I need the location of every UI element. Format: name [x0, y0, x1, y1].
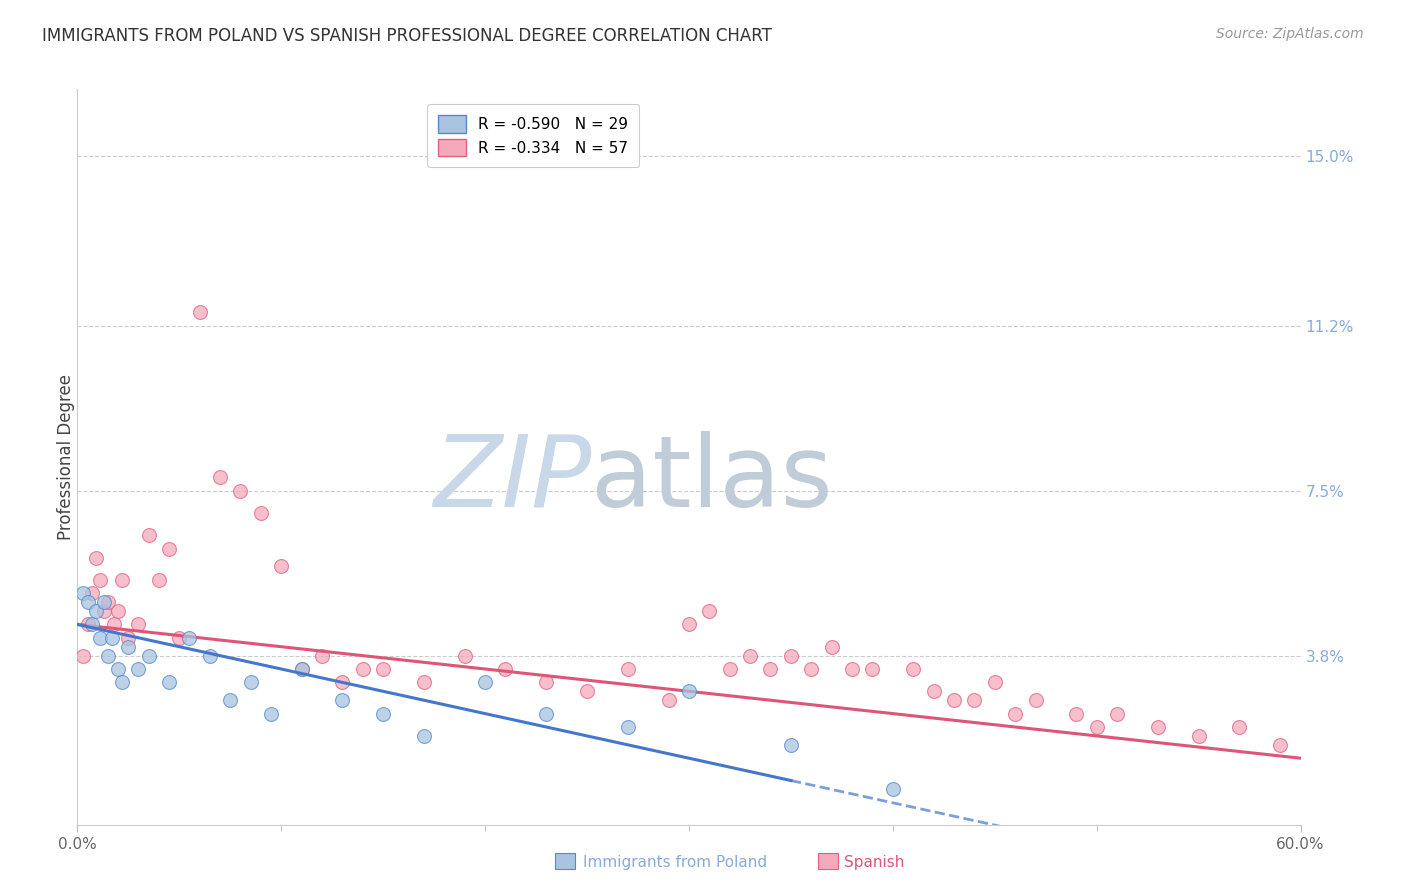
Point: [290, 662, 312, 676]
Point: [101, 631, 124, 645]
Point: [371, 706, 394, 721]
Point: [759, 662, 782, 676]
Point: [93, 595, 115, 609]
Point: [198, 648, 221, 663]
Point: [576, 684, 599, 698]
Point: [371, 662, 394, 676]
Bar: [555, 853, 575, 869]
Y-axis label: Professional Degree: Professional Degree: [58, 374, 75, 541]
Point: [474, 675, 496, 690]
Point: [534, 675, 557, 690]
Point: [72, 648, 94, 663]
Legend: R = -0.590   N = 29, R = -0.334   N = 57: R = -0.590 N = 29, R = -0.334 N = 57: [427, 104, 638, 167]
Point: [107, 604, 129, 618]
Point: [1187, 729, 1209, 743]
Point: [80, 617, 103, 632]
Point: [188, 305, 211, 319]
Text: IMMIGRANTS FROM POLAND VS SPANISH PROFESSIONAL DEGREE CORRELATION CHART: IMMIGRANTS FROM POLAND VS SPANISH PROFES…: [42, 27, 772, 45]
Point: [617, 662, 640, 676]
Point: [138, 528, 160, 542]
Point: [250, 506, 273, 520]
Point: [963, 693, 986, 707]
Point: [821, 640, 844, 654]
Point: [1066, 706, 1088, 721]
Point: [841, 662, 863, 676]
Point: [413, 675, 436, 690]
Point: [208, 470, 231, 484]
Point: [1085, 720, 1108, 734]
Point: [229, 483, 252, 498]
Point: [219, 693, 242, 707]
Point: [534, 706, 557, 721]
Point: [157, 675, 180, 690]
Point: [352, 662, 374, 676]
Point: [117, 631, 139, 645]
Point: [1229, 720, 1251, 734]
Point: [903, 662, 925, 676]
Point: [780, 648, 803, 663]
Point: [332, 675, 354, 690]
Point: [84, 550, 107, 565]
Point: [800, 662, 823, 676]
Point: [1270, 738, 1292, 752]
Point: [718, 662, 741, 676]
Point: [179, 631, 201, 645]
Bar: [818, 853, 838, 869]
Point: [127, 617, 149, 632]
Point: [72, 586, 94, 600]
Text: Immigrants from Poland: Immigrants from Poland: [583, 855, 768, 870]
Point: [332, 693, 354, 707]
Point: [107, 662, 129, 676]
Text: Source: ZipAtlas.com: Source: ZipAtlas.com: [1216, 27, 1364, 41]
Text: Spanish: Spanish: [844, 855, 904, 870]
Point: [138, 648, 160, 663]
Text: ZIP: ZIP: [433, 431, 591, 528]
Point: [882, 782, 904, 797]
Point: [148, 573, 170, 587]
Point: [84, 604, 107, 618]
Point: [943, 693, 966, 707]
Point: [111, 675, 134, 690]
Point: [117, 640, 139, 654]
Point: [111, 573, 134, 587]
Point: [290, 662, 312, 676]
Point: [678, 684, 700, 698]
Point: [862, 662, 884, 676]
Point: [97, 595, 120, 609]
Point: [453, 648, 475, 663]
Point: [1107, 706, 1129, 721]
Point: [1024, 693, 1046, 707]
Point: [699, 604, 721, 618]
Point: [97, 648, 120, 663]
Point: [260, 706, 283, 721]
Point: [658, 693, 681, 707]
Point: [157, 541, 180, 556]
Point: [169, 631, 191, 645]
Point: [922, 684, 945, 698]
Point: [413, 729, 436, 743]
Point: [495, 662, 517, 676]
Point: [93, 604, 115, 618]
Point: [740, 648, 762, 663]
Point: [1004, 706, 1026, 721]
Point: [270, 559, 292, 574]
Point: [89, 631, 111, 645]
Point: [80, 586, 103, 600]
Point: [89, 573, 111, 587]
Point: [984, 675, 1007, 690]
Point: [127, 662, 149, 676]
Point: [76, 595, 98, 609]
Point: [1147, 720, 1170, 734]
Point: [678, 617, 700, 632]
Point: [76, 617, 98, 632]
Point: [617, 720, 640, 734]
Point: [311, 648, 333, 663]
Point: [239, 675, 262, 690]
Point: [103, 617, 125, 632]
Text: atlas: atlas: [591, 431, 832, 528]
Point: [780, 738, 803, 752]
